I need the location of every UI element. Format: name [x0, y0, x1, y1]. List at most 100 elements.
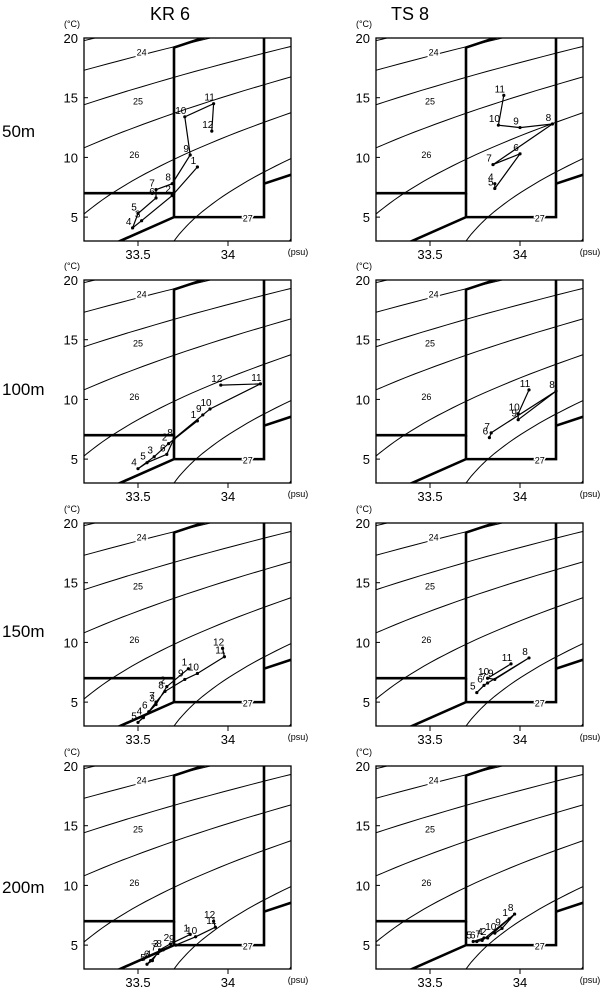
ts-point-label-month-2: 2	[164, 933, 170, 944]
isopycnal-label: 25	[425, 824, 435, 834]
ts-point-label-month-4: 4	[146, 950, 152, 961]
isopycnal-line	[0, 268, 323, 495]
water-mass-boundary	[376, 766, 499, 923]
x-tick-label: 33.5	[125, 732, 150, 747]
ts-point-month-7	[154, 188, 158, 192]
ts-point-month-5	[475, 690, 479, 695]
y-axis-unit: (°C)	[64, 747, 80, 757]
water-mass-boundary	[376, 38, 499, 195]
ts-point-month-7	[489, 431, 493, 435]
isopycnal-line	[288, 723, 291, 726]
water-mass-boundary	[555, 415, 583, 427]
ts-point-month-9	[183, 677, 187, 682]
isopycnal-label: 27	[535, 941, 545, 951]
isopycnal-label: 24	[429, 47, 439, 57]
water-mass-boundary	[84, 38, 207, 195]
ts-point-month-1	[195, 165, 199, 169]
y-tick-label: 10	[64, 392, 78, 407]
ts-point-label-month-9: 9	[488, 668, 494, 679]
isopycnal-line	[376, 530, 583, 591]
x-tick-label: 34	[513, 489, 527, 504]
ts-point-label-month-6: 6	[470, 931, 476, 942]
isopycnal-line	[580, 723, 583, 726]
isopycnal-label: 26	[421, 635, 431, 645]
y-tick-label: 15	[64, 819, 78, 834]
ts-point-label-month-7: 7	[481, 672, 487, 683]
y-tick-label: 15	[64, 576, 78, 591]
isopycnal-line	[376, 840, 583, 943]
y-tick-label: 5	[363, 210, 370, 225]
ts-point-month-8	[170, 182, 174, 186]
y-tick-label: 15	[356, 576, 370, 591]
ts-point-label-month-7: 7	[151, 942, 157, 953]
ts-point-label-month-10: 10	[478, 667, 490, 678]
isopycnal-line	[173, 399, 291, 483]
y-tick-label: 20	[64, 759, 78, 774]
x-axis-unit: (psu)	[580, 732, 600, 742]
isopycnal-label: 24	[137, 289, 147, 299]
y-tick-label: 10	[64, 878, 78, 893]
y-axis-unit: (°C)	[356, 747, 372, 757]
isopycnal-label: 25	[425, 96, 435, 106]
isopycnal-line	[288, 966, 291, 969]
isopycnal-label: 26	[129, 150, 139, 160]
y-tick-label: 5	[363, 695, 370, 710]
x-axis-unit: (psu)	[288, 732, 309, 742]
isopycnal-line	[376, 318, 583, 391]
ts-point-label-month-9: 9	[196, 404, 202, 415]
water-mass-boundary	[84, 523, 207, 680]
y-tick-label: 15	[356, 819, 370, 834]
isopycnal-line	[173, 642, 291, 726]
ts-point-month-4	[131, 226, 135, 230]
ts-point-label-month-4: 4	[137, 707, 143, 718]
ts-point-month-7	[154, 700, 158, 704]
isopycnal-line	[84, 840, 291, 943]
water-mass-boundary	[555, 173, 583, 185]
ts-point-month-9	[493, 677, 497, 682]
isopycnal-label: 26	[129, 878, 139, 888]
ts-point-month-12	[219, 383, 223, 387]
x-tick-label: 34	[221, 247, 235, 262]
x-tick-label: 33.5	[125, 975, 150, 990]
isopycnal-label: 27	[243, 941, 253, 951]
ts-point-month-6	[487, 436, 491, 440]
ts-point-month-11	[212, 102, 216, 106]
ts-point-label-month-7: 7	[475, 929, 481, 940]
x-tick-label: 33.5	[417, 732, 442, 747]
ts-point-month-8	[554, 389, 558, 393]
isopycnal-line	[376, 766, 505, 799]
y-tick-label: 20	[356, 516, 370, 531]
ts-point-month-3	[154, 702, 158, 707]
ts-point-label-month-11: 11	[251, 373, 262, 384]
isopycnal-line	[376, 76, 583, 149]
ts-point-month-3	[152, 455, 156, 459]
y-tick-label: 20	[356, 31, 370, 46]
water-mass-boundary	[263, 173, 291, 185]
isopycnal-label: 26	[421, 150, 431, 160]
ts-point-month-6	[147, 710, 151, 714]
isopycnal-line	[0, 511, 31, 738]
ts-point-label-month-7: 7	[484, 422, 490, 433]
water-mass-boundary	[408, 280, 558, 483]
water-mass-boundary	[263, 415, 291, 427]
water-mass-boundary	[408, 523, 558, 726]
y-tick-label: 5	[71, 452, 78, 467]
ts-point-label-month-12: 12	[204, 910, 216, 921]
ts-point-label-month-5: 5	[470, 682, 476, 693]
y-tick-label: 15	[356, 333, 370, 348]
isopycnal-line	[84, 287, 291, 348]
isopycnal-line	[0, 511, 323, 738]
water-mass-boundary	[84, 280, 207, 437]
ts-point-label-month-3: 3	[135, 210, 141, 221]
ts-point-month-2	[170, 194, 174, 198]
ts-point-month-11	[509, 662, 513, 666]
x-tick-label: 34	[221, 732, 235, 747]
isopycnal-line	[376, 523, 505, 556]
ts-point-label-month-6: 6	[160, 443, 166, 454]
ts-point-month-6	[165, 452, 169, 456]
y-axis-unit: (°C)	[64, 19, 80, 29]
x-axis-unit: (psu)	[288, 489, 309, 499]
isopycnal-line	[84, 76, 291, 149]
